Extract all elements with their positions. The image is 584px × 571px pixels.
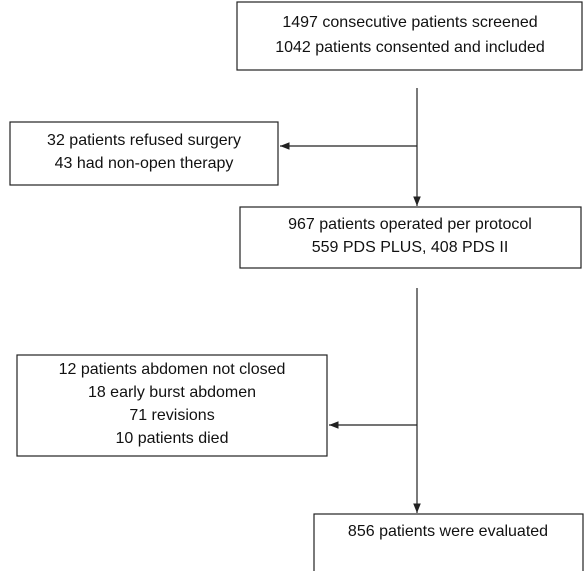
box: [236, 1, 583, 71]
box-text: 967 patients operated per protocol: [288, 216, 532, 233]
box-text: 856 patients were evaluated: [348, 523, 548, 540]
box-text: 1042 patients consented and included: [275, 39, 545, 56]
box: [9, 121, 279, 186]
box-text: 1497 consecutive patients screened: [282, 14, 537, 31]
box-text: 18 early burst abdomen: [88, 384, 256, 401]
box: [313, 513, 584, 571]
box-text: 559 PDS PLUS, 408 PDS II: [312, 239, 509, 256]
box-text: 43 had non-open therapy: [55, 155, 234, 172]
box-text: 32 patients refused surgery: [47, 132, 241, 149]
box: [16, 354, 328, 457]
box-text: 71 revisions: [129, 407, 214, 424]
box-text: 10 patients died: [116, 430, 229, 447]
box: [239, 206, 582, 269]
box-text: 12 patients abdomen not closed: [59, 361, 286, 378]
